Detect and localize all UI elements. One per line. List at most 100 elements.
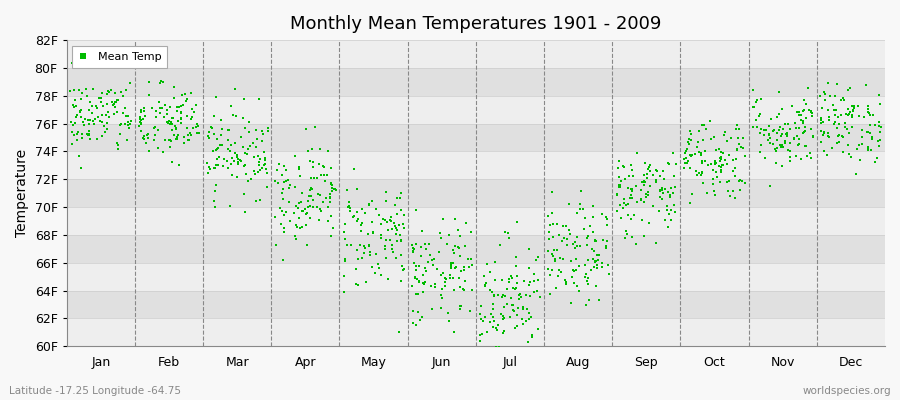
Mean Temp [714, 167, 728, 173]
Mean Temp [412, 279, 427, 285]
Mean Temp [104, 86, 118, 93]
Mean Temp [845, 124, 859, 130]
Mean Temp [208, 182, 222, 188]
Mean Temp [301, 204, 315, 210]
Mean Temp [688, 150, 702, 157]
Mean Temp [757, 127, 771, 133]
Mean Temp [372, 264, 386, 271]
Mean Temp [498, 293, 512, 299]
Mean Temp [683, 128, 698, 134]
Mean Temp [135, 135, 149, 142]
Mean Temp [662, 161, 677, 167]
Mean Temp [798, 124, 813, 130]
Mean Temp [171, 132, 185, 138]
Mean Temp [382, 217, 397, 223]
Mean Temp [479, 280, 493, 286]
Bar [67, 68, 885, 96]
Mean Temp [827, 121, 842, 127]
Mean Temp [247, 168, 261, 174]
Mean Temp [732, 140, 746, 147]
Mean Temp [323, 191, 338, 197]
Mean Temp [434, 292, 448, 298]
Mean Temp [133, 118, 148, 125]
Mean Temp [303, 214, 318, 221]
Mean Temp [529, 288, 544, 294]
Mean Temp [746, 124, 760, 130]
Mean Temp [780, 130, 795, 137]
Mean Temp [282, 199, 296, 206]
Mean Temp [136, 116, 150, 122]
Mean Temp [275, 196, 290, 202]
Mean Temp [694, 172, 708, 178]
Mean Temp [658, 217, 672, 223]
Mean Temp [144, 105, 158, 111]
Mean Temp [753, 142, 768, 149]
Mean Temp [560, 242, 574, 248]
Mean Temp [82, 121, 96, 128]
Mean Temp [343, 205, 357, 211]
Mean Temp [434, 235, 448, 242]
Mean Temp [486, 314, 500, 320]
Mean Temp [666, 150, 680, 156]
Mean Temp [544, 267, 559, 273]
Mean Temp [533, 294, 547, 300]
Mean Temp [660, 206, 674, 213]
Mean Temp [415, 228, 429, 234]
Mean Temp [782, 154, 796, 160]
Mean Temp [511, 305, 526, 312]
Mean Temp [169, 136, 184, 142]
Mean Temp [368, 269, 382, 276]
Mean Temp [616, 200, 631, 206]
Mean Temp [472, 338, 487, 344]
Mean Temp [351, 256, 365, 262]
Mean Temp [496, 312, 510, 319]
Mean Temp [418, 246, 433, 252]
Mean Temp [763, 134, 778, 141]
Mean Temp [642, 163, 656, 170]
Mean Temp [625, 167, 639, 173]
Mean Temp [206, 148, 220, 154]
Mean Temp [695, 158, 709, 164]
Mean Temp [298, 211, 312, 218]
Mean Temp [275, 190, 290, 196]
Mean Temp [600, 222, 615, 228]
Mean Temp [620, 231, 634, 237]
Mean Temp [518, 318, 533, 324]
Mean Temp [625, 234, 639, 240]
Mean Temp [521, 316, 535, 322]
Mean Temp [636, 182, 651, 188]
Mean Temp [778, 138, 793, 144]
Mean Temp [236, 144, 250, 150]
Mean Temp [478, 283, 492, 290]
Mean Temp [209, 146, 223, 153]
Mean Temp [350, 246, 365, 253]
Mean Temp [76, 134, 90, 141]
Mean Temp [447, 215, 462, 222]
Mean Temp [796, 106, 811, 113]
Mean Temp [342, 199, 356, 206]
Mean Temp [257, 160, 272, 167]
Mean Temp [714, 149, 728, 156]
Mean Temp [100, 120, 114, 126]
Mean Temp [662, 189, 676, 196]
Mean Temp [274, 221, 289, 227]
Mean Temp [596, 236, 610, 243]
Mean Temp [100, 126, 114, 133]
Mean Temp [658, 186, 672, 192]
Bar [67, 179, 885, 207]
Mean Temp [558, 281, 572, 288]
Mean Temp [147, 124, 161, 131]
Mean Temp [845, 103, 859, 110]
Mean Temp [763, 182, 778, 189]
Mean Temp [616, 164, 631, 170]
Mean Temp [423, 252, 437, 258]
Mean Temp [122, 125, 137, 131]
Mean Temp [500, 300, 514, 307]
Mean Temp [629, 241, 643, 247]
Mean Temp [251, 152, 266, 159]
Mean Temp [508, 285, 523, 292]
Mean Temp [643, 162, 657, 169]
Mean Temp [505, 275, 519, 282]
Mean Temp [392, 222, 407, 228]
Mean Temp [828, 118, 842, 125]
